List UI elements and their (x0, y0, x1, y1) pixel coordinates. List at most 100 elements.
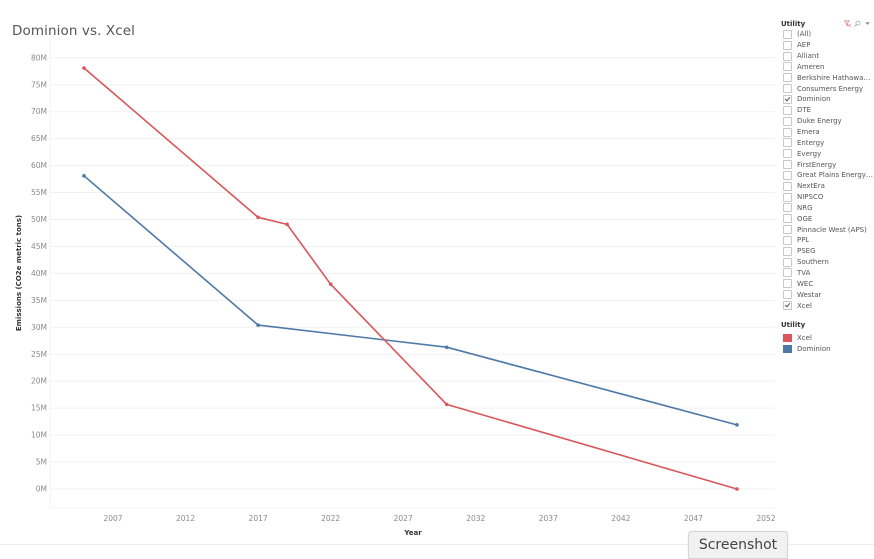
y-tick-label: 35M (31, 296, 47, 305)
checkbox[interactable] (783, 149, 792, 159)
filter-item[interactable]: Dominion (781, 94, 874, 105)
data-point[interactable] (444, 402, 449, 407)
checkbox[interactable] (783, 116, 792, 126)
screenshot-button[interactable]: Screenshot (688, 531, 788, 559)
x-tick-label: 2032 (466, 514, 485, 523)
legend-title: Utility (781, 321, 806, 329)
checkbox[interactable] (783, 235, 792, 245)
filter-item[interactable]: FirstEnergy (781, 159, 874, 170)
filter-item[interactable]: AEP (781, 40, 874, 51)
clear-filter-icon[interactable] (844, 20, 851, 27)
data-point[interactable] (735, 423, 739, 427)
filter-item[interactable]: Great Plains Energy (... (781, 170, 874, 181)
series-line-xcel[interactable] (83, 67, 738, 490)
filter-item[interactable]: PSEG (781, 246, 874, 257)
checkbox[interactable] (783, 301, 792, 311)
checkbox[interactable] (783, 279, 792, 289)
x-tick-label: 2042 (611, 514, 630, 523)
y-tick-label: 0M (36, 485, 47, 494)
checkbox[interactable] (783, 127, 792, 137)
y-tick-label: 45M (31, 242, 47, 251)
checkbox[interactable] (783, 246, 792, 256)
filter-item[interactable]: NRG (781, 203, 874, 214)
filter-item[interactable]: Ameren (781, 62, 874, 73)
filter-item-label: PPL (797, 236, 810, 245)
checkbox[interactable] (783, 73, 792, 83)
data-point[interactable] (256, 215, 260, 220)
y-tick-label: 65M (31, 134, 47, 143)
data-point[interactable] (256, 323, 260, 327)
search-icon[interactable] (854, 20, 861, 27)
checkbox[interactable] (783, 138, 792, 148)
filter-item-label: Entergy (797, 138, 825, 147)
data-point[interactable] (285, 222, 289, 227)
filter-item-label: NRG (797, 203, 813, 212)
checkbox[interactable] (783, 94, 792, 104)
filter-item-label: OGE (797, 214, 813, 223)
checkbox[interactable] (783, 105, 792, 115)
filter-item[interactable]: (All) (781, 29, 874, 40)
filter-item-label: WEC (797, 279, 814, 288)
data-point[interactable] (328, 282, 333, 286)
checkbox[interactable] (783, 214, 792, 224)
checkbox[interactable] (783, 51, 792, 61)
x-tick-label: 2037 (539, 514, 558, 523)
checkbox[interactable] (783, 29, 792, 39)
filter-item-label: Westar (797, 290, 822, 299)
legend-item[interactable]: Dominion (781, 343, 874, 354)
checkbox[interactable] (783, 225, 792, 235)
color-legend: Utility Xcel Dominion (781, 321, 874, 354)
legend-list: Xcel Dominion (781, 332, 874, 354)
data-point[interactable] (444, 345, 449, 350)
data-point[interactable] (735, 487, 739, 491)
filter-item[interactable]: Emera (781, 127, 874, 138)
y-tick-label: 10M (31, 431, 47, 440)
color-swatch (783, 333, 792, 342)
y-tick-label: 70M (31, 107, 47, 116)
y-tick-label: 15M (31, 404, 47, 413)
filter-item[interactable]: Westar (781, 289, 874, 300)
filter-item[interactable]: Berkshire Hathaway ... (781, 72, 874, 83)
filter-item[interactable]: WEC (781, 278, 874, 289)
x-axis-ticks: 2007 2012 2017 2022 2027 2032 2037 2042 2047 2052 (103, 514, 775, 523)
checkbox[interactable] (783, 170, 792, 180)
y-tick-label: 40M (31, 269, 47, 278)
filter-item[interactable]: NextEra (781, 181, 874, 192)
filter-item[interactable]: TVA (781, 268, 874, 279)
dropdown-icon[interactable] (864, 20, 871, 27)
checkbox[interactable] (783, 160, 792, 170)
checkbox[interactable] (783, 84, 792, 94)
filter-item[interactable]: Alliant (781, 51, 874, 62)
checkbox[interactable] (783, 181, 792, 191)
filter-item[interactable]: NIPSCO (781, 192, 874, 203)
x-axis-title: Year (403, 529, 422, 537)
checkbox[interactable] (783, 257, 792, 267)
filter-item-label: PSEG (797, 247, 816, 256)
legend-item[interactable]: Xcel (781, 332, 874, 343)
checkbox[interactable] (783, 290, 792, 300)
filter-item-label: FirstEnergy (797, 160, 837, 169)
filter-item[interactable]: Southern (781, 257, 874, 268)
filter-item[interactable]: Pinnacle West (APS) (781, 224, 874, 235)
data-point[interactable] (82, 66, 86, 70)
y-tick-label: 25M (31, 350, 47, 359)
filter-item[interactable]: Duke Energy (781, 116, 874, 127)
x-tick-label: 2052 (756, 514, 775, 523)
checkbox[interactable] (783, 62, 792, 72)
checkbox[interactable] (783, 40, 792, 50)
filter-item[interactable]: Entergy (781, 137, 874, 148)
filter-item[interactable]: Evergy (781, 148, 874, 159)
filter-item[interactable]: PPL (781, 235, 874, 246)
series-line-dominion[interactable] (83, 175, 738, 426)
data-point[interactable] (82, 174, 86, 178)
filter-item[interactable]: OGE (781, 213, 874, 224)
checkbox[interactable] (783, 268, 792, 278)
checkbox[interactable] (783, 192, 792, 202)
chart-title: Dominion vs. Xcel (12, 23, 136, 39)
filter-item[interactable]: Consumers Energy (781, 83, 874, 94)
x-tick-label: 2047 (684, 514, 703, 523)
filter-item[interactable]: Xcel (781, 300, 874, 311)
filter-item[interactable]: DTE (781, 105, 874, 116)
checkbox[interactable] (783, 203, 792, 213)
